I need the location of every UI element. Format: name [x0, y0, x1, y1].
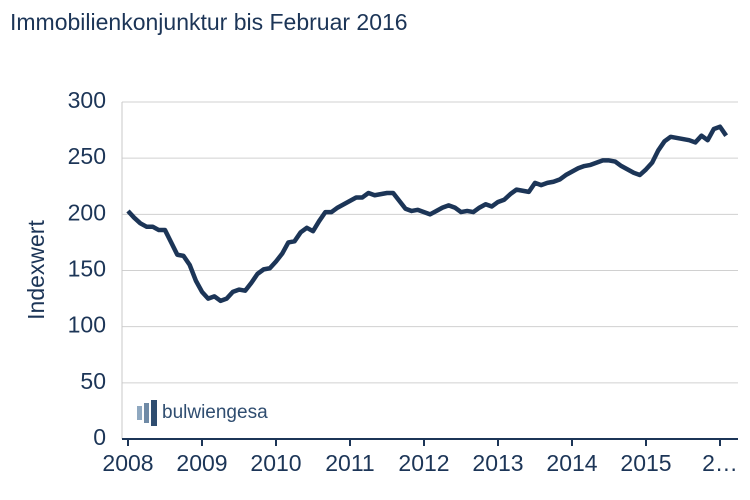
y-tick-label: 300 [68, 87, 106, 113]
x-tick-label: 2015 [620, 450, 671, 476]
logo-icon [144, 403, 149, 423]
logo-text: bulwiengesa [162, 402, 268, 423]
x-tick-label: 2013 [472, 450, 523, 476]
x-tick-label: 2009 [176, 450, 227, 476]
logo-icon [137, 406, 142, 420]
y-tick-label: 100 [68, 312, 106, 338]
x-tick-label: 2010 [250, 450, 301, 476]
x-tick-label: 2011 [325, 450, 374, 476]
y-tick-label: 250 [68, 143, 106, 169]
y-tick-label: 0 [93, 424, 106, 450]
y-tick-label: 150 [68, 256, 106, 282]
x-tick-label: 2… [702, 450, 738, 476]
x-tick-label: 2012 [398, 450, 449, 476]
logo: bulwiengesa [137, 400, 268, 426]
x-tick-label: 2014 [546, 450, 597, 476]
data-line [126, 124, 729, 304]
chart-title: Immobilienkonjunktur bis Februar 2016 [10, 9, 408, 35]
logo-icon [151, 400, 157, 426]
y-tick-label: 50 [80, 368, 106, 394]
y-axis-label: Indexwert [23, 220, 49, 320]
y-tick-label: 200 [68, 199, 106, 225]
x-tick-label: 2008 [102, 450, 153, 476]
